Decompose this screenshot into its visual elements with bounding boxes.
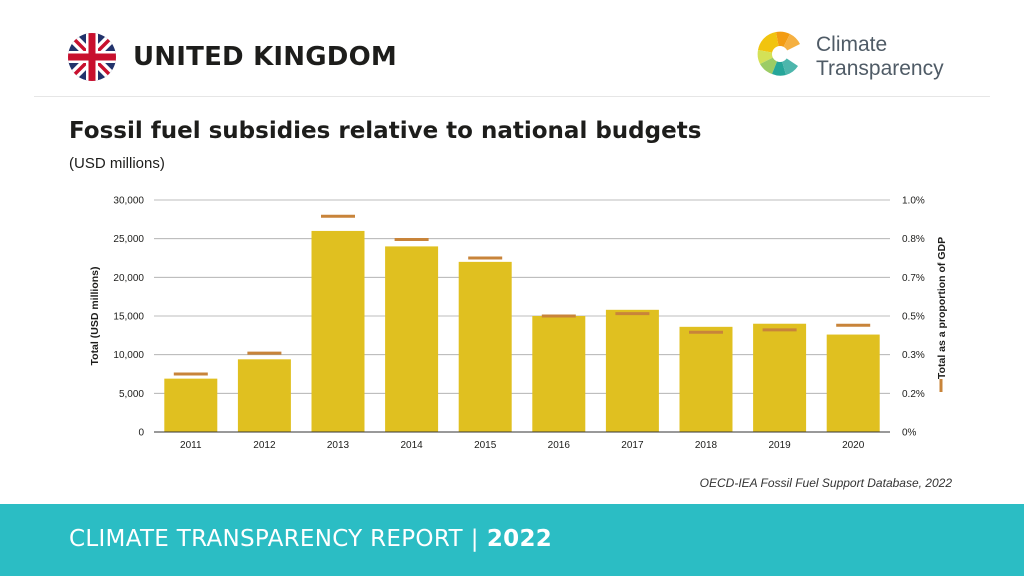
x-tick-label: 2019: [768, 440, 791, 451]
y-tick-label: 25,000: [113, 234, 144, 245]
bar: [164, 378, 218, 432]
x-tick-label: 2020: [842, 440, 865, 451]
y-tick-label: 5,000: [119, 389, 144, 400]
logo-text-line1: Climate: [816, 33, 888, 56]
country-title: UNITED KINGDOM: [133, 42, 397, 72]
bar: [311, 230, 365, 432]
union-jack-flag-icon: [68, 33, 116, 81]
footer-year: 2022: [486, 526, 553, 552]
bar: [237, 359, 291, 432]
y2-tick-label: 0.5%: [902, 312, 925, 323]
x-tick-label: 2016: [548, 440, 571, 451]
x-tick-label: 2011: [180, 440, 202, 451]
y-tick-label: 30,000: [113, 196, 144, 207]
bar: [532, 316, 586, 432]
bar: [826, 334, 880, 432]
bar: [679, 326, 733, 432]
x-tick-label: 2012: [253, 440, 276, 451]
x-tick-label: 2017: [621, 440, 644, 451]
y2-tick-label: 0.2%: [902, 389, 925, 400]
header-divider: [34, 96, 990, 97]
y2-tick-label: 0.3%: [902, 350, 925, 361]
chart-subtitle: (USD millions): [69, 155, 165, 172]
y-axis-label: Total (USD millions): [89, 267, 101, 366]
y-tick-label: 0: [138, 428, 144, 439]
chart-title: Fossil fuel subsidies relative to nation…: [69, 118, 702, 144]
bar: [605, 309, 659, 432]
x-tick-label: 2013: [327, 440, 350, 451]
y2-tick-label: 0%: [902, 428, 917, 439]
logo-text-line2: Transparency: [816, 57, 944, 80]
y2-tick-label: 0.8%: [902, 234, 925, 245]
footer-text: CLIMATE TRANSPARENCY REPORT | 2022: [69, 526, 552, 552]
subsidies-bar-chart: 0 0% 5,000 0.2% 10,000 0.3% 15,000 0.5% 20,000 0.…: [89, 196, 948, 452]
y2-tick-label: 1.0%: [902, 196, 925, 207]
footer-band: CLIMATE TRANSPARENCY REPORT | 2022: [0, 504, 1024, 576]
y-tick-label: 10,000: [113, 350, 144, 361]
source-note: OECD-IEA Fossil Fuel Support Database, 2…: [699, 476, 952, 490]
y2-axis-label: Total as a proportion of GDP: [936, 237, 948, 379]
x-tick-label: 2018: [695, 440, 718, 451]
climate-transparency-logo-icon: [757, 31, 800, 76]
y-tick-label: 20,000: [113, 273, 144, 284]
y2-tick-label: 0.7%: [902, 273, 925, 284]
bar: [385, 246, 439, 432]
climate-transparency-logo: Climate Transparency: [754, 27, 954, 83]
x-tick-label: 2015: [474, 440, 497, 451]
footer-label: CLIMATE TRANSPARENCY REPORT: [69, 526, 463, 552]
bar: [753, 323, 807, 432]
bar: [458, 261, 512, 432]
x-tick-label: 2014: [400, 440, 423, 451]
footer-separator: |: [470, 526, 479, 552]
y-tick-label: 15,000: [113, 312, 144, 323]
